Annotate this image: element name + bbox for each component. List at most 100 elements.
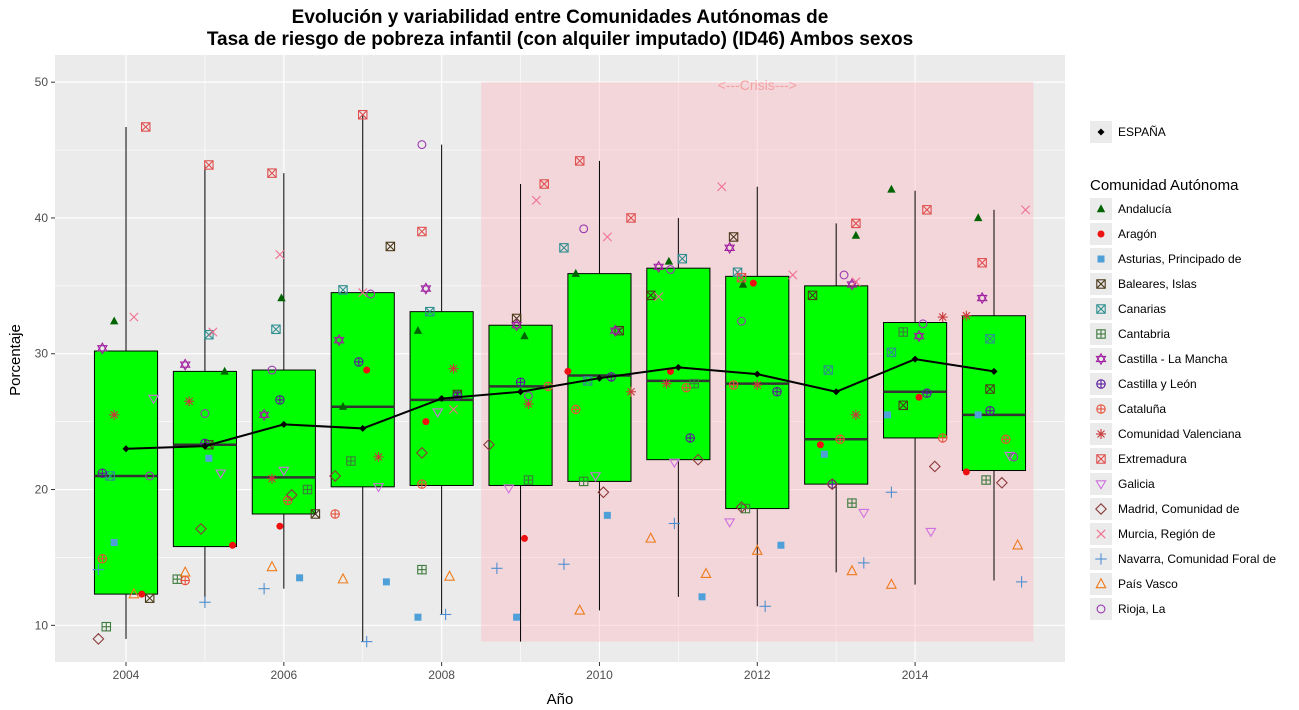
marker-stroke <box>922 205 932 215</box>
point-rioja-la <box>666 265 675 275</box>
point-murcia-region-de <box>602 232 612 242</box>
marker-triangle <box>96 342 108 352</box>
point-rioja-la <box>145 471 155 481</box>
point-navarra-comunidad-foral-de <box>199 596 211 608</box>
marker-stroke <box>1097 430 1105 438</box>
marker-triangle <box>511 318 523 329</box>
point-extremadura <box>204 160 214 170</box>
point-baleares-islas <box>985 384 995 394</box>
point-castilla-la-mancha <box>609 324 621 337</box>
point-andalucia <box>520 331 529 340</box>
spain-point <box>595 374 603 382</box>
legend-key <box>1090 348 1112 370</box>
point-asturias-principado-de <box>820 450 828 458</box>
point-cataluna <box>180 575 190 586</box>
marker-stroke <box>531 195 541 205</box>
point-castilla-la-mancha <box>258 408 270 422</box>
point-andalucia <box>571 268 580 277</box>
marker-stroke <box>575 156 585 166</box>
marker-square <box>977 258 987 268</box>
point-castilla-y-leon <box>685 433 695 443</box>
marker-square <box>338 285 348 295</box>
legend-key <box>1090 473 1112 495</box>
point-madrid-comunidad-de <box>735 501 748 514</box>
point-canarias <box>271 324 281 335</box>
marker-stroke <box>275 250 285 260</box>
marker-stroke <box>449 364 458 373</box>
marker-stroke <box>448 404 459 415</box>
marker-square <box>922 205 932 215</box>
point-galicia <box>723 518 736 528</box>
point-murcia-region-de <box>654 292 664 302</box>
point-navarra-comunidad-foral-de <box>668 517 681 530</box>
point-cataluna <box>728 380 739 390</box>
point-navarra-comunidad-foral-de <box>439 608 452 621</box>
marker-triangle <box>179 358 191 368</box>
marker-triangle <box>333 333 345 344</box>
point-pais-vasco <box>266 560 278 572</box>
point-galicia <box>589 472 602 482</box>
marker-stroke <box>1096 279 1106 289</box>
y-tick-label: 40 <box>35 211 49 225</box>
point-comunidad-valenciana <box>661 378 672 389</box>
point-extremadura <box>977 258 987 268</box>
point-andalucia <box>109 316 119 325</box>
legend-label: Cantabria <box>1118 327 1170 341</box>
point-comunidad-valenciana <box>850 409 861 420</box>
legend-label: Asturias, Principado de <box>1118 252 1242 266</box>
marker-stroke <box>310 509 320 519</box>
point-baleares-islas <box>144 593 155 603</box>
point-castilla-la-mancha <box>420 282 432 295</box>
legend-symbol <box>1095 577 1107 589</box>
point-canarias <box>886 347 897 358</box>
point-canarias <box>204 329 214 340</box>
point-rioja-la <box>523 391 533 401</box>
marker-stroke <box>208 327 218 337</box>
marker-square <box>898 400 908 411</box>
marker-square <box>271 324 281 335</box>
point-comunidad-valenciana <box>184 396 195 407</box>
marker-square <box>985 334 995 344</box>
legend-symbol <box>1096 304 1106 314</box>
point-navarra-comunidad-foral-de <box>92 563 105 576</box>
spain-point <box>753 370 761 378</box>
point-cataluna <box>417 479 427 489</box>
legend-label-spain: ESPAÑA <box>1118 125 1166 139</box>
marker-stroke <box>559 243 569 253</box>
point-castilla-y-leon <box>97 468 108 478</box>
point-navarra-comunidad-foral-de <box>858 557 870 569</box>
point-rioja-la <box>579 224 589 234</box>
marker-square <box>1096 304 1106 314</box>
marker-triangle <box>846 281 858 291</box>
legend: Andalucía Aragón Asturias, Principado de Ba… <box>1090 198 1276 620</box>
marker-stroke <box>141 122 151 132</box>
marker-square <box>626 213 636 223</box>
point-baleares-islas <box>728 232 739 242</box>
marker-square <box>204 329 214 340</box>
point-castilla-la-mancha <box>179 358 191 371</box>
marker-square <box>539 179 549 189</box>
marker-square <box>204 160 214 170</box>
point-murcia-region-de <box>208 327 218 337</box>
point-asturias-principado-de <box>382 578 390 586</box>
y-tick-label: 10 <box>35 618 49 632</box>
legend-key <box>1090 498 1112 520</box>
point-castilla-la-mancha <box>96 342 108 355</box>
point-baleares-islas <box>807 290 818 301</box>
x-tick-label: 2006 <box>270 668 297 682</box>
point-pais-vasco <box>179 565 191 577</box>
point-cataluna <box>97 554 108 564</box>
legend-label: Canarias <box>1118 302 1166 316</box>
point-galicia <box>503 484 515 494</box>
point-aragon <box>276 522 284 530</box>
point-castilla-y-leon <box>354 357 364 367</box>
marker-stroke <box>1096 304 1106 314</box>
marker-triangle <box>653 260 665 270</box>
point-extremadura <box>357 109 368 120</box>
marker-square <box>736 272 747 283</box>
point-castilla-la-mancha <box>724 241 736 255</box>
marker-stroke <box>524 400 533 408</box>
marker-stroke <box>204 330 214 340</box>
point-murcia-region-de <box>788 270 798 280</box>
marker-stroke <box>717 182 727 192</box>
